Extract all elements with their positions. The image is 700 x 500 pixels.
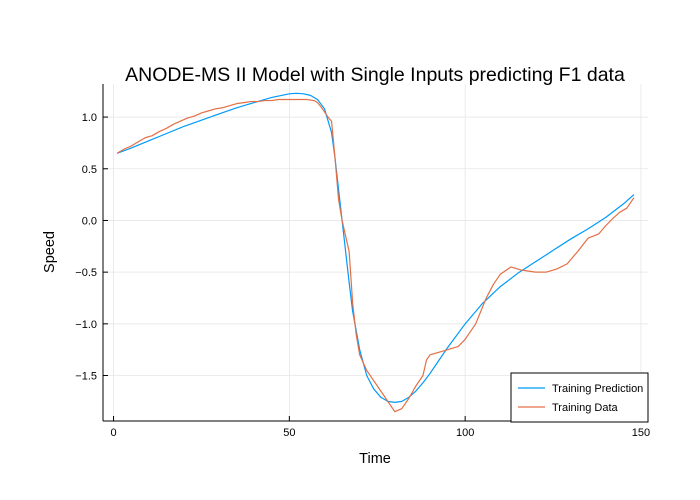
y-tick-label: −1.5 xyxy=(75,371,97,383)
x-tick-labels: 0 50 100 150 xyxy=(110,427,650,439)
y-tick-labels: −1.5 −1.0 −0.5 0.0 0.5 1.0 xyxy=(75,112,97,382)
y-tick-label: −1.0 xyxy=(75,319,97,331)
y-tick-label: 1.0 xyxy=(82,112,97,124)
legend-label-data: Training Data xyxy=(552,402,619,414)
legend-box xyxy=(510,372,649,423)
x-tick-label: 150 xyxy=(632,427,650,439)
series-line-training-prediction xyxy=(116,92,635,403)
x-axis-label: Time xyxy=(359,451,391,467)
legend-label-prediction: Training Prediction xyxy=(552,383,643,395)
legend: Training Prediction Training Data xyxy=(510,372,649,423)
grid xyxy=(103,84,648,421)
y-tick-label: −0.5 xyxy=(75,267,97,279)
x-tick-label: 0 xyxy=(110,427,116,439)
series-line-training-data xyxy=(116,98,635,413)
x-tick-label: 50 xyxy=(283,427,295,439)
y-axis-label: Speed xyxy=(42,231,58,273)
chart-title: ANODE-MS II Model with Single Inputs pre… xyxy=(125,64,625,86)
axes xyxy=(102,84,648,422)
plot-lines xyxy=(116,92,635,413)
y-tick-label: 0.5 xyxy=(82,164,97,176)
y-tick-label: 0.0 xyxy=(82,215,97,227)
x-tick-label: 100 xyxy=(456,427,474,439)
